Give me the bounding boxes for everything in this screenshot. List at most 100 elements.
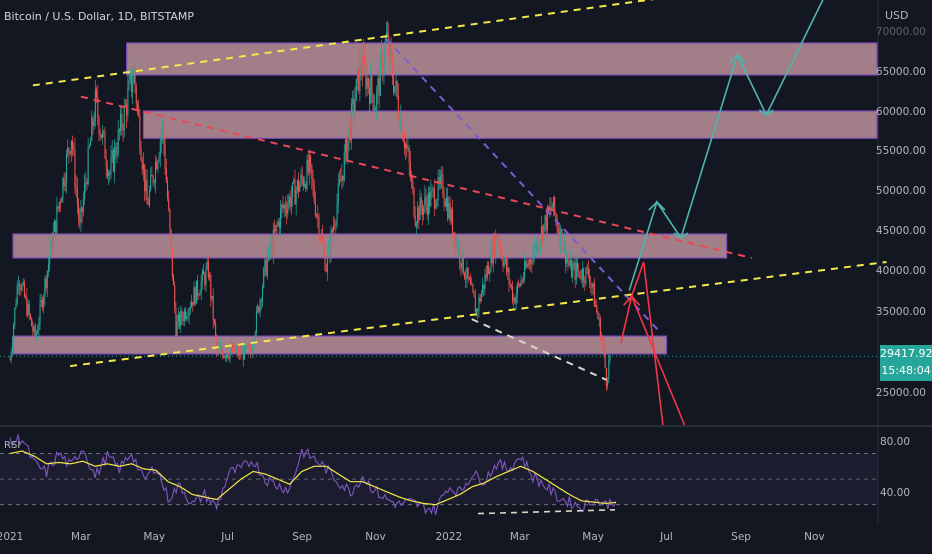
candle-2021-06-23 [217,341,219,356]
candle-2021-10-18 [358,68,360,94]
candle-2022-01-03 [450,207,452,225]
candle-2022-01-17 [467,267,469,283]
candle-2021-10-22 [362,38,365,77]
candle-2021-07-07 [234,344,236,354]
candle-2021-07-04 [230,339,232,355]
candle-2021-12-01 [411,170,413,189]
candle-body [289,196,291,207]
candle-body [506,259,508,272]
candle-body [377,77,379,90]
candle-body [138,106,140,117]
trendline-purple-4[interactable] [385,38,661,332]
candle-2021-11-19 [396,79,398,100]
candle-2021-08-30 [299,180,301,193]
candle-body [393,77,395,93]
candle-body [225,354,227,358]
candle-2021-12-05 [415,220,417,235]
candle-body [552,197,555,208]
candle-2021-03-01 [80,200,82,232]
candle-body [527,264,529,265]
candle-2022-03-28 [551,202,553,210]
candle-body [44,278,46,297]
projection-layer[interactable] [620,0,825,426]
resistance-zone-2[interactable] [142,110,878,139]
candle-body [151,174,153,177]
candle-2021-05-22 [178,311,181,330]
candle-2021-11-01 [374,105,377,111]
candle-body [418,207,420,221]
candle-2021-10-24 [365,55,367,98]
candle-2022-01-29 [481,277,484,297]
candle-2021-03-17 [99,128,101,142]
candle-2021-12-13 [425,188,427,213]
candle-body [502,258,504,266]
candle-body [65,153,68,183]
trendline-layer[interactable] [32,0,887,381]
candle-2021-09-28 [334,217,336,230]
candle-body [576,263,579,271]
candle-body [490,247,492,272]
candle-2022-04-19 [578,263,580,279]
candle-body [431,188,433,191]
resistance-zone-4[interactable] [12,335,668,355]
zone-layer[interactable] [12,42,878,355]
candle-body [406,144,408,149]
projection-path-teal-1[interactable] [628,0,825,291]
candle-body [508,268,510,283]
candle-2021-12-22 [436,198,438,210]
candle-2021-02-09 [56,196,58,235]
candle-body [338,180,341,184]
resistance-zone-3[interactable] [12,233,728,259]
projection-path-red-2[interactable] [620,261,664,426]
trendline-grey-5[interactable] [471,318,607,381]
candle-body [139,116,141,149]
candle-2021-10-12 [350,98,353,150]
projection-path-red-3[interactable] [630,295,686,426]
candle-2021-03-04 [83,174,86,205]
candle-2022-03-05 [524,251,526,283]
candle-body [97,97,99,118]
candle-2021-12-15 [427,185,429,225]
candle-2021-01-26 [39,294,41,331]
candle-body [49,256,51,264]
candle-2022-03-29 [552,196,555,217]
candle-2021-01-16 [27,299,29,318]
candle-2021-04-27 [148,185,151,209]
candle-body [575,263,577,280]
trendline-yellow-1[interactable] [32,0,684,87]
resistance-zone-1[interactable] [126,42,878,76]
candle-body [37,330,39,334]
candle-2022-04-11 [568,253,570,268]
price-tick-label: 65000.00 [876,66,926,78]
candle-body [247,345,249,348]
candle-2022-05-08 [601,331,603,343]
candle-2021-04-23 [144,164,146,202]
candle-2021-09-18 [322,224,324,243]
candle-2021-05-15 [170,228,172,252]
candle-2021-01-14 [25,293,27,300]
candle-2022-03-23 [545,208,547,237]
candle-body [67,147,69,154]
candle-body [353,98,355,114]
candle-body [263,268,265,288]
price-tick-label: 25000.00 [876,387,926,399]
candle-body [182,318,184,322]
candle-2022-05-04 [596,299,598,315]
candle-body [75,186,77,189]
candle-2021-10-02 [338,170,341,187]
candle-2021-06-10 [201,267,203,290]
candle-body [154,161,157,183]
candle-2022-02-06 [491,237,493,267]
candle-2021-02-05 [51,232,53,258]
candle-2022-02-19 [507,258,509,280]
trendline-red-3[interactable] [80,95,753,259]
candle-body [515,294,517,304]
candle-2021-12-03 [413,186,415,219]
candle-2021-10-05 [342,175,344,188]
candle-2021-02-26 [76,177,78,214]
candle-2022-02-05 [490,239,492,273]
candle-2021-04-29 [151,166,153,177]
candle-2022-01-20 [471,276,473,286]
